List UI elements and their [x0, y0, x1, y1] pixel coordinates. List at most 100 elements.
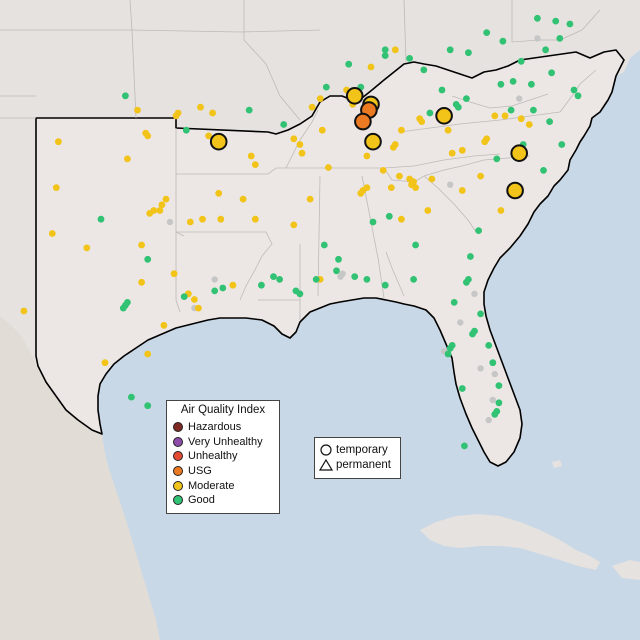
- monitor-marker-good[interactable]: [412, 241, 419, 249]
- monitor-marker-good[interactable]: [245, 106, 253, 114]
- monitor-marker-moderate[interactable]: [318, 126, 326, 134]
- monitor-marker-good[interactable]: [509, 78, 517, 85]
- monitor-marker-moderate[interactable]: [391, 141, 399, 148]
- monitor-marker-moderate[interactable]: [379, 167, 387, 174]
- monitor-marker-good[interactable]: [497, 80, 505, 88]
- monitor-marker-good[interactable]: [426, 109, 434, 117]
- monitor-marker-good[interactable]: [446, 46, 454, 54]
- monitor-marker-moderate[interactable]: [52, 184, 60, 192]
- monitor-marker-good[interactable]: [335, 255, 342, 263]
- monitor-marker-moderate[interactable]: [412, 184, 419, 192]
- monitor-marker-moderate[interactable]: [48, 230, 56, 237]
- monitor-marker-good[interactable]: [258, 281, 265, 289]
- monitor-marker-moderate[interactable]: [138, 241, 146, 249]
- monitor-marker-good[interactable]: [381, 52, 389, 59]
- monitor-marker-good[interactable]: [381, 46, 389, 54]
- monitor-marker-moderate[interactable]: [247, 152, 255, 160]
- monitor-marker-moderate[interactable]: [251, 215, 259, 223]
- no-data-monitor-marker[interactable]: [477, 365, 484, 372]
- monitor-marker-good[interactable]: [296, 290, 304, 298]
- monitor-marker-moderate[interactable]: [209, 109, 217, 117]
- monitor-marker-good[interactable]: [438, 86, 446, 94]
- monitor-marker-moderate[interactable]: [83, 244, 91, 252]
- monitor-marker-good[interactable]: [489, 359, 497, 367]
- monitor-marker-good[interactable]: [351, 273, 359, 280]
- temporary-monitor-marker-usg[interactable]: [354, 112, 372, 131]
- monitor-marker-good[interactable]: [180, 293, 188, 300]
- monitor-marker-moderate[interactable]: [217, 215, 225, 223]
- monitor-marker-good[interactable]: [312, 276, 320, 283]
- monitor-marker-good[interactable]: [517, 57, 525, 65]
- monitor-marker-good[interactable]: [471, 327, 478, 335]
- monitor-marker-moderate[interactable]: [191, 296, 198, 303]
- monitor-marker-moderate[interactable]: [406, 175, 413, 183]
- monitor-marker-moderate[interactable]: [396, 172, 403, 180]
- monitor-marker-good[interactable]: [448, 342, 456, 349]
- monitor-marker-moderate[interactable]: [101, 359, 109, 367]
- monitor-marker-good[interactable]: [552, 17, 560, 25]
- monitor-marker-good[interactable]: [483, 29, 491, 36]
- monitor-marker-good[interactable]: [182, 126, 190, 134]
- monitor-marker-good[interactable]: [345, 60, 353, 68]
- monitor-marker-good[interactable]: [322, 83, 330, 91]
- monitor-marker-moderate[interactable]: [20, 307, 28, 315]
- temporary-monitor-marker-moderate[interactable]: [510, 144, 529, 162]
- monitor-marker-good[interactable]: [566, 20, 574, 28]
- monitor-marker-moderate[interactable]: [146, 210, 154, 217]
- monitor-marker-moderate[interactable]: [215, 189, 223, 197]
- monitor-marker-good[interactable]: [463, 95, 470, 102]
- monitor-marker-good[interactable]: [495, 399, 503, 407]
- monitor-marker-moderate[interactable]: [367, 63, 375, 71]
- no-data-monitor-marker[interactable]: [457, 319, 464, 326]
- monitor-marker-good[interactable]: [475, 227, 482, 235]
- monitor-marker-good[interactable]: [548, 69, 555, 77]
- temporary-monitor-marker-moderate[interactable]: [209, 132, 228, 151]
- monitor-marker-good[interactable]: [495, 382, 503, 389]
- monitor-marker-moderate[interactable]: [229, 281, 237, 289]
- monitor-marker-moderate[interactable]: [477, 172, 484, 180]
- monitor-marker-good[interactable]: [144, 402, 152, 410]
- monitor-marker-moderate[interactable]: [398, 126, 405, 134]
- monitor-marker-good[interactable]: [540, 167, 547, 174]
- monitor-marker-good[interactable]: [463, 278, 470, 286]
- monitor-marker-moderate[interactable]: [458, 187, 466, 194]
- monitor-marker-good[interactable]: [530, 106, 537, 114]
- monitor-marker-good[interactable]: [493, 155, 501, 163]
- monitor-marker-good[interactable]: [444, 350, 452, 358]
- monitor-marker-moderate[interactable]: [363, 152, 371, 160]
- monitor-marker-moderate[interactable]: [398, 215, 405, 223]
- monitor-marker-moderate[interactable]: [290, 221, 298, 229]
- monitor-marker-moderate[interactable]: [162, 195, 170, 203]
- monitor-marker-good[interactable]: [122, 92, 129, 100]
- temporary-monitor-marker-moderate[interactable]: [345, 87, 364, 105]
- monitor-marker-good[interactable]: [558, 141, 566, 148]
- monitor-marker-moderate[interactable]: [316, 95, 324, 102]
- monitor-marker-moderate[interactable]: [144, 350, 152, 358]
- monitor-marker-moderate[interactable]: [357, 189, 365, 197]
- monitor-marker-good[interactable]: [546, 118, 553, 125]
- monitor-marker-moderate[interactable]: [497, 207, 505, 214]
- monitor-marker-good[interactable]: [363, 276, 371, 283]
- monitor-marker-moderate[interactable]: [195, 304, 202, 312]
- monitor-marker-good[interactable]: [276, 276, 283, 283]
- monitor-marker-moderate[interactable]: [458, 146, 466, 154]
- monitor-marker-good[interactable]: [570, 86, 578, 94]
- monitor-marker-good[interactable]: [507, 106, 515, 114]
- monitor-marker-good[interactable]: [333, 267, 340, 275]
- monitor-marker-moderate[interactable]: [160, 321, 168, 329]
- monitor-marker-good[interactable]: [450, 299, 458, 306]
- temporary-monitor-marker-moderate[interactable]: [364, 132, 382, 151]
- monitor-marker-moderate[interactable]: [391, 46, 399, 54]
- temporary-monitor-marker-moderate[interactable]: [506, 181, 524, 200]
- monitor-marker-moderate[interactable]: [144, 132, 152, 140]
- no-data-monitor-marker[interactable]: [447, 181, 454, 188]
- monitor-marker-moderate[interactable]: [55, 138, 62, 146]
- monitor-marker-moderate[interactable]: [306, 195, 314, 203]
- monitor-marker-moderate[interactable]: [205, 132, 213, 140]
- monitor-marker-moderate[interactable]: [138, 278, 146, 286]
- monitor-marker-moderate[interactable]: [525, 121, 533, 128]
- monitor-marker-good[interactable]: [420, 66, 428, 74]
- monitor-marker-good[interactable]: [485, 342, 493, 349]
- monitor-marker-good[interactable]: [534, 14, 541, 22]
- monitor-marker-good[interactable]: [454, 103, 462, 111]
